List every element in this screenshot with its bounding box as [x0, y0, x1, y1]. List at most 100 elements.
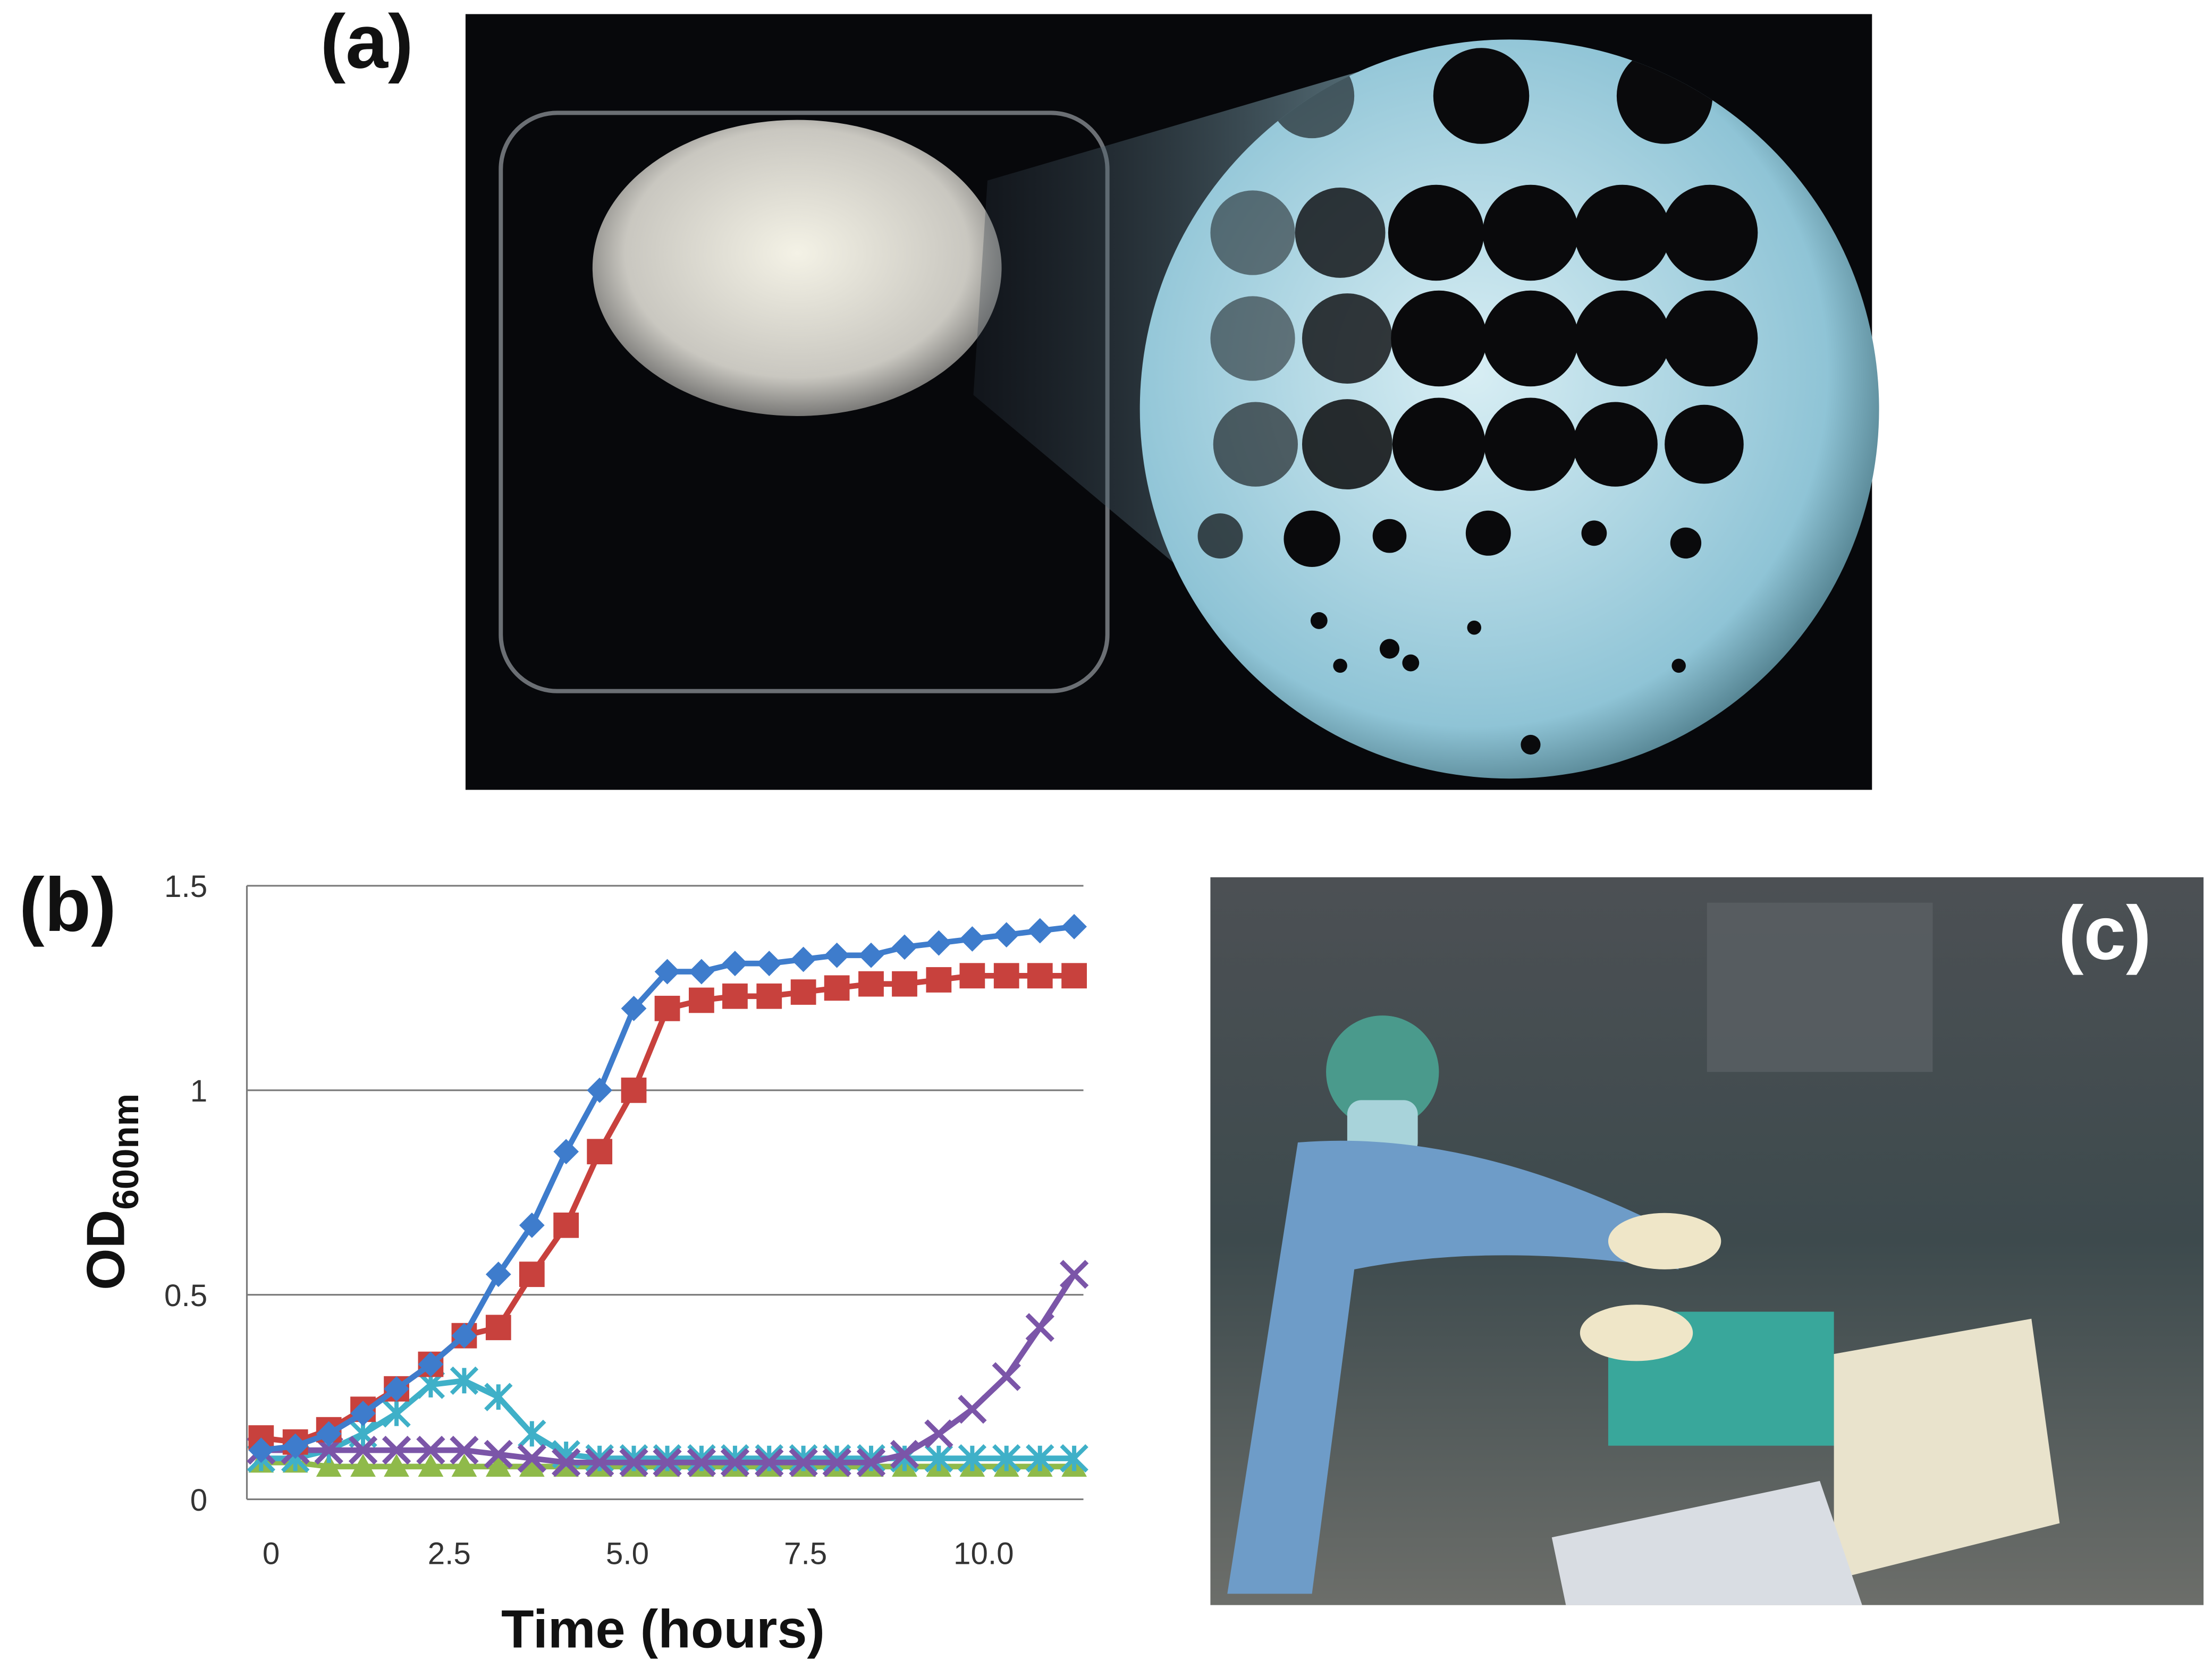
- marker: [720, 1448, 750, 1477]
- marker: [790, 946, 816, 972]
- marker: [858, 971, 884, 997]
- photo-c: [1210, 877, 2204, 1605]
- marker: [553, 1139, 579, 1165]
- marker: [553, 1212, 579, 1238]
- marker: [451, 1454, 477, 1477]
- marker: [824, 975, 850, 1001]
- marker: [587, 1139, 613, 1165]
- marker: [958, 1444, 987, 1473]
- y-axis-title: OD600nm: [77, 1094, 147, 1290]
- marker: [517, 1444, 546, 1473]
- marker: [926, 930, 952, 956]
- marker: [924, 1444, 953, 1473]
- marker: [587, 1077, 613, 1103]
- marker: [992, 1362, 1021, 1391]
- marker: [485, 1261, 511, 1288]
- marker: [959, 963, 985, 989]
- marker: [858, 942, 884, 968]
- marker: [416, 1436, 445, 1465]
- marker: [316, 1454, 342, 1477]
- marker: [348, 1436, 378, 1465]
- marker: [959, 926, 985, 952]
- marker: [1061, 914, 1087, 939]
- marker: [1025, 1313, 1054, 1342]
- x-tick-label: 7.5: [784, 1537, 827, 1571]
- marker: [924, 1419, 953, 1449]
- marker: [350, 1454, 376, 1477]
- marker: [756, 983, 782, 1009]
- marker: [755, 1448, 784, 1477]
- marker: [993, 922, 1019, 948]
- series-line: [261, 1273, 1077, 1466]
- marker: [350, 1401, 376, 1426]
- marker: [1061, 963, 1087, 989]
- marker: [519, 1261, 545, 1288]
- marker: [822, 1448, 851, 1477]
- x-tick-label: 0: [263, 1537, 280, 1571]
- y-axis-title-subscript: 600nm: [105, 1094, 146, 1210]
- y-tick-label: 1: [190, 1074, 207, 1108]
- marker: [1027, 963, 1053, 989]
- y-tick-label: 1.5: [164, 869, 207, 904]
- marker: [619, 1448, 648, 1477]
- marker: [1027, 918, 1053, 944]
- marker: [789, 1444, 818, 1473]
- chart: 0 0.5 1 1.5 0 2.5 5.0 7.5 10.0: [164, 869, 1089, 1571]
- y-axis-title-main: OD: [77, 1210, 136, 1290]
- marker: [384, 1376, 409, 1402]
- marker: [451, 1323, 477, 1349]
- marker: [892, 971, 917, 997]
- photo-a: [465, 14, 1879, 790]
- x-tick-label: 5.0: [606, 1537, 649, 1571]
- marker: [585, 1444, 614, 1473]
- marker: [857, 1444, 885, 1473]
- marker: [721, 1444, 749, 1473]
- marker: [722, 951, 748, 977]
- panel-label: (b): [19, 862, 116, 947]
- marker: [992, 1444, 1021, 1473]
- marker: [484, 1383, 513, 1411]
- marker: [382, 1399, 411, 1428]
- marker: [1060, 1444, 1088, 1473]
- marker: [790, 979, 816, 1005]
- marker: [382, 1436, 411, 1465]
- marker: [518, 1419, 546, 1449]
- marker: [619, 1444, 648, 1473]
- marker: [484, 1439, 513, 1469]
- marker: [551, 1448, 581, 1477]
- marker: [890, 1439, 919, 1469]
- marker: [993, 963, 1019, 989]
- marker: [485, 1454, 511, 1477]
- marker: [621, 1077, 647, 1103]
- marker: [450, 1366, 479, 1395]
- y-tick-label: 0.5: [164, 1278, 207, 1313]
- marker: [958, 1395, 987, 1424]
- marker: [892, 934, 917, 960]
- marker: [1026, 1444, 1054, 1473]
- marker: [485, 1315, 511, 1341]
- series-line: [260, 972, 1075, 1445]
- marker: [822, 1444, 851, 1473]
- marker: [789, 1448, 818, 1477]
- marker: [653, 1448, 682, 1477]
- x-tick-label: 2.5: [428, 1537, 471, 1571]
- marker: [689, 959, 714, 985]
- marker: [248, 1437, 274, 1463]
- panel-label: (c): [2058, 891, 2151, 976]
- marker: [687, 1448, 716, 1477]
- marker: [926, 967, 952, 993]
- marker: [1059, 1260, 1089, 1289]
- marker: [687, 1444, 716, 1473]
- marker: [689, 987, 714, 1013]
- marker: [856, 1448, 886, 1477]
- y-tick-label: 0: [190, 1483, 207, 1518]
- marker: [585, 1448, 614, 1477]
- marker: [653, 1444, 682, 1473]
- panel-label: (a): [320, 0, 413, 84]
- x-tick-label: 10.0: [953, 1537, 1014, 1571]
- marker: [384, 1454, 409, 1477]
- marker: [316, 1421, 342, 1447]
- marker: [418, 1454, 444, 1477]
- marker: [755, 1444, 783, 1473]
